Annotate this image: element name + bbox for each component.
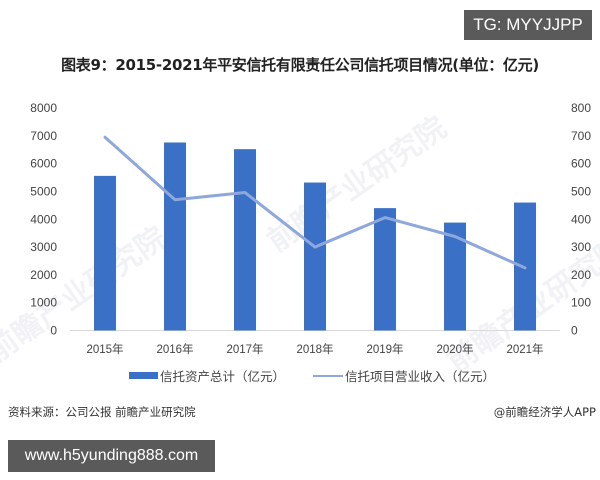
x-axis-tick: 2015年 <box>86 342 123 356</box>
left-axis-tick: 2000 <box>30 268 57 282</box>
right-axis-tick: 300 <box>571 240 591 254</box>
bar <box>234 149 256 331</box>
x-axis-tick: 2020年 <box>436 342 473 356</box>
legend: 信托资产总计（亿元） 信托项目营业收入（亿元） <box>0 366 600 386</box>
x-axis-tick: 2017年 <box>226 342 263 356</box>
chart-title: 图表9：2015-2021年平安信托有限责任公司信托项目情况(单位：亿元) <box>61 56 539 74</box>
left-y-axis: 0 1000 2000 3000 4000 5000 6000 7000 8000 <box>30 101 57 338</box>
left-axis-tick: 4000 <box>30 212 57 226</box>
x-axis-tick: 2018年 <box>296 342 333 356</box>
right-axis-tick: 400 <box>571 212 591 226</box>
bar-series <box>94 142 536 331</box>
left-axis-tick: 3000 <box>30 240 57 254</box>
left-axis-tick: 6000 <box>30 157 57 171</box>
left-axis-tick: 5000 <box>30 184 57 198</box>
bar-swatch-icon <box>129 372 158 379</box>
right-axis-tick: 700 <box>571 129 591 143</box>
right-axis-tick: 100 <box>571 296 591 310</box>
bar <box>374 208 396 331</box>
left-axis-tick: 8000 <box>30 101 57 115</box>
right-axis-tick: 0 <box>571 324 578 338</box>
left-axis-tick: 0 <box>50 324 57 338</box>
chart-area: 0 1000 2000 3000 4000 5000 6000 7000 8000 0 100 20… <box>30 101 591 356</box>
bar <box>94 175 116 331</box>
bar <box>304 182 326 331</box>
right-y-axis: 0 100 200 300 400 500 600 700 800 <box>571 101 591 338</box>
right-axis-tick: 500 <box>571 184 591 198</box>
legend-bar-label: 信托资产总计（亿元） <box>160 369 286 384</box>
legend-item-line: 信托项目营业收入（亿元） <box>313 366 495 385</box>
tg-badge: TG: MYYJJPP <box>464 10 592 40</box>
right-axis-tick: 200 <box>571 268 591 282</box>
line-series <box>103 135 527 270</box>
legend-line-label: 信托项目营业收入（亿元） <box>345 369 496 384</box>
credit-note: @前瞻经济学人APP <box>493 405 596 419</box>
x-axis-labels: 2015年 2016年 2017年 2018年 2019年 2020年 2021年 <box>86 342 543 356</box>
bar <box>164 142 186 331</box>
left-axis-tick: 7000 <box>30 129 57 143</box>
right-axis-tick: 800 <box>571 101 591 115</box>
right-axis-tick: 600 <box>571 157 591 171</box>
source-note: 资料来源：公司公报 前瞻产业研究院 <box>8 405 196 419</box>
x-axis-tick: 2021年 <box>506 342 543 356</box>
bar <box>444 222 466 331</box>
x-axis-tick: 2019年 <box>366 342 403 356</box>
line-swatch-icon <box>313 374 343 377</box>
url-badge: www.h5yunding888.com <box>8 440 215 472</box>
x-axis-tick: 2016年 <box>156 342 193 356</box>
left-axis-tick: 1000 <box>30 296 57 310</box>
legend-item-bar: 信托资产总计（亿元） <box>129 366 285 385</box>
